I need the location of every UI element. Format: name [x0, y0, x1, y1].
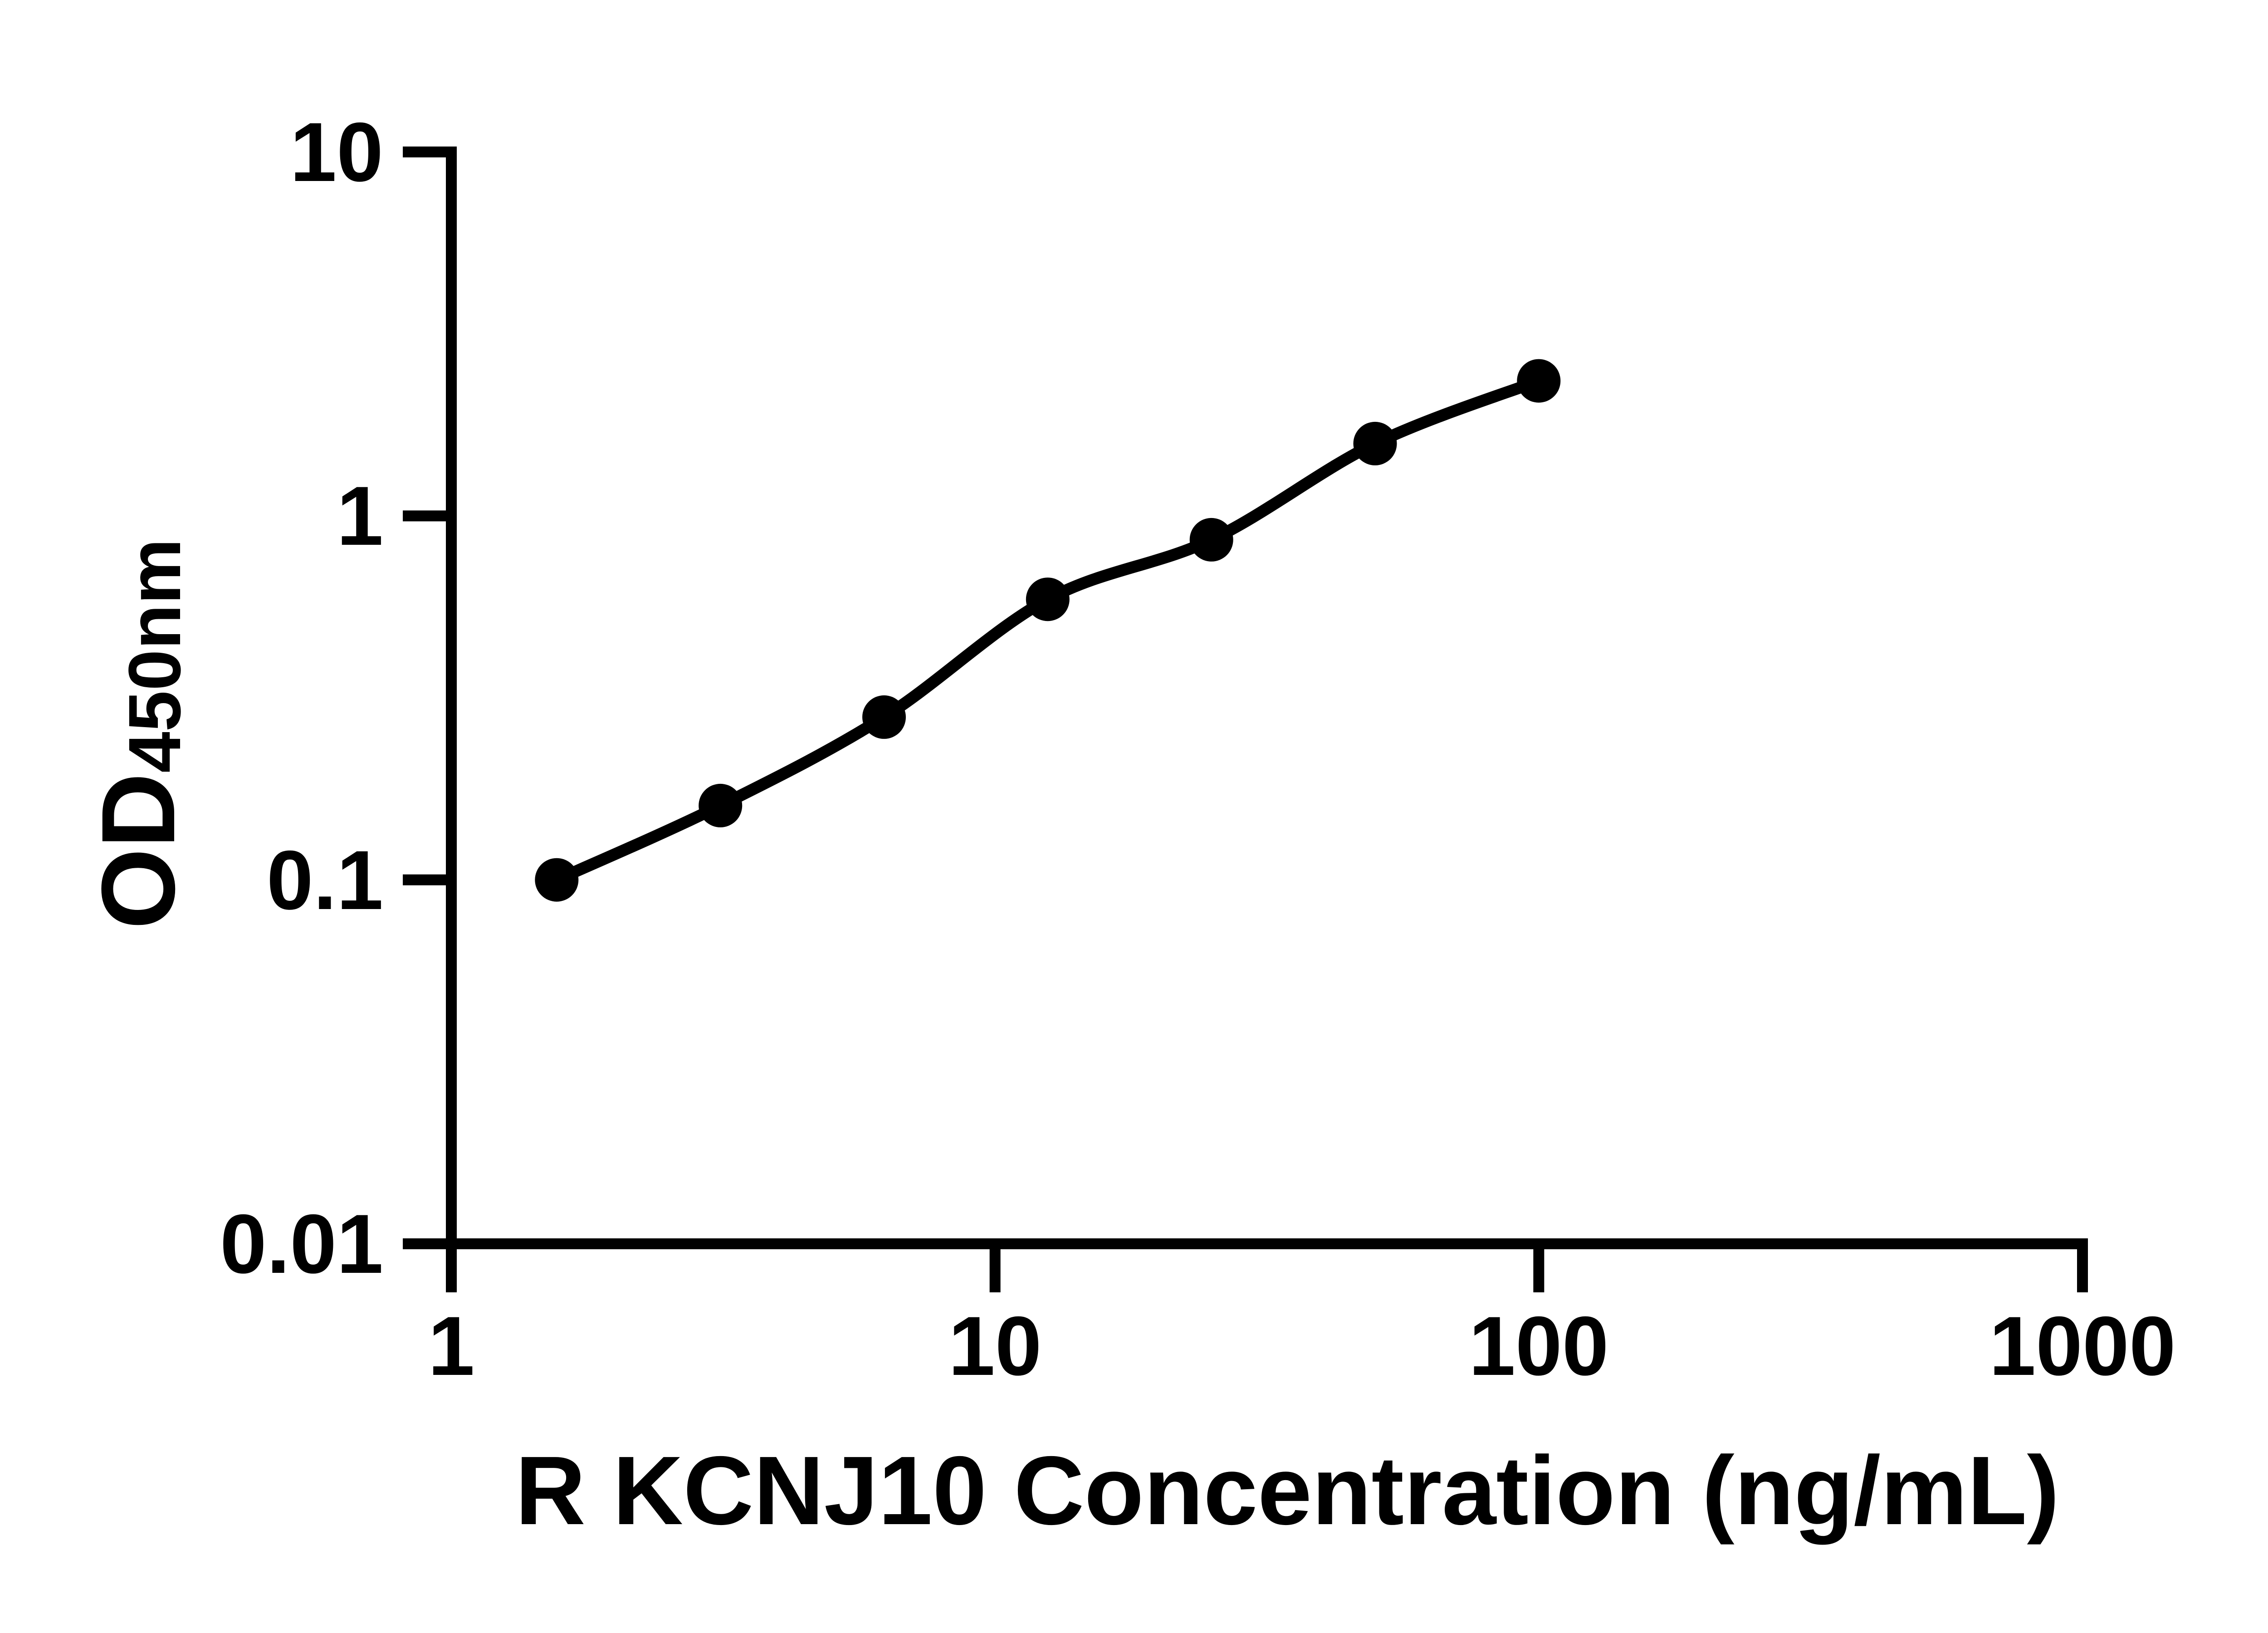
y-tick-10 [403, 147, 446, 157]
x-axis-title: R KCNJ10 Concentration (ng/mL) [515, 1436, 2060, 1545]
x-tick-100 [1533, 1249, 1545, 1292]
data-point-1.5625 [535, 858, 579, 902]
y-axis-title: OD 450nm [66, 416, 211, 1051]
y-tick-label-0.01: 0.01 [220, 1198, 383, 1291]
x-tick-label-100: 100 [1468, 1300, 1609, 1393]
x-tick-label-10: 10 [948, 1300, 1042, 1393]
x-tick-10 [989, 1249, 1001, 1292]
y-axis-line [446, 147, 457, 1249]
data-point-6.25 [862, 695, 906, 739]
data-point-25 [1189, 518, 1233, 562]
y-tick-label-0.1: 0.1 [266, 833, 383, 927]
x-tick-1000 [2077, 1249, 2088, 1292]
y-tick-label-1: 1 [337, 469, 383, 563]
x-tick-label-1: 1 [428, 1300, 475, 1393]
data-point-100 [1517, 359, 1561, 403]
y-tick-label-10: 10 [290, 106, 383, 199]
x-tick-label-1000: 1000 [1989, 1300, 2176, 1393]
x-axis-line [446, 1238, 2088, 1249]
y-axis-title-main: OD [80, 772, 196, 929]
y-tick-1 [403, 510, 446, 522]
data-point-50 [1353, 421, 1397, 465]
y-tick-0.01 [403, 1238, 446, 1249]
x-tick-1 [446, 1249, 457, 1292]
y-axis-title-subscript: 450nm [113, 538, 196, 773]
data-point-3.125 [699, 783, 743, 827]
data-point-12.5 [1026, 577, 1070, 621]
y-tick-0.1 [403, 874, 446, 885]
